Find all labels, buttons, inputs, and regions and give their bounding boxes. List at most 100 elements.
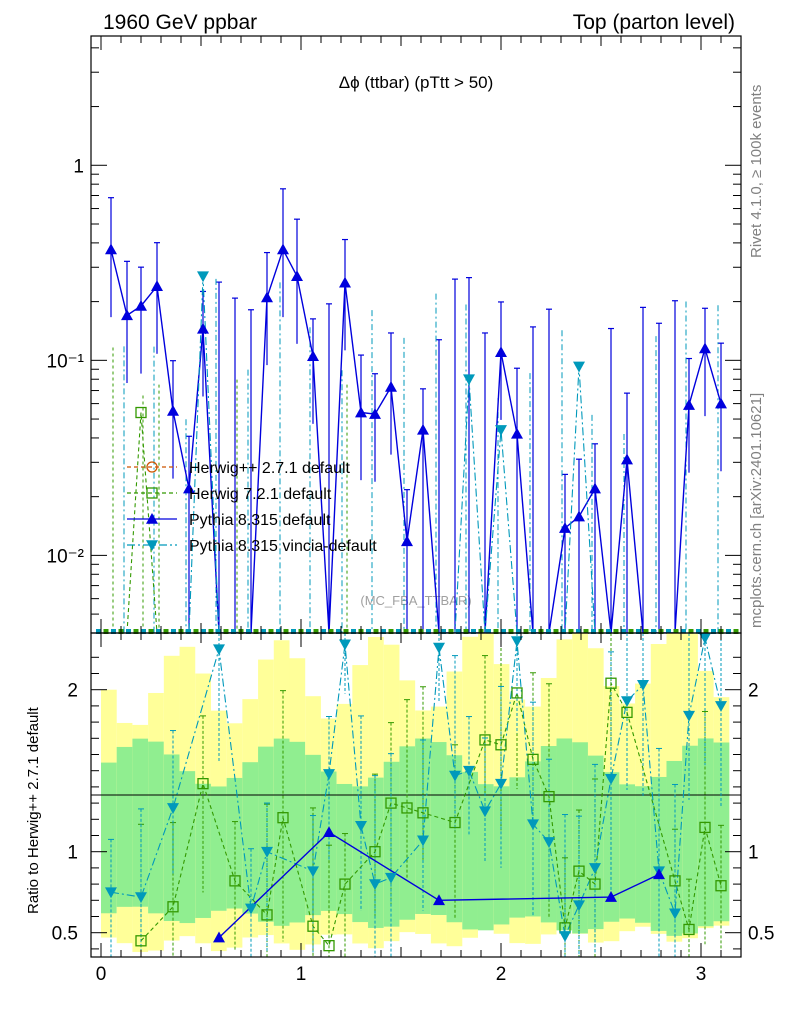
herwig7-ratio-marker [605,677,617,689]
herwig7-ratio-marker [307,920,319,932]
pythia-marker [559,522,571,533]
floor-marker [231,629,236,634]
pythia-marker [385,380,397,392]
pythia-marker [621,453,633,465]
pythia-marker [135,299,147,311]
floor-marker [148,629,154,634]
vincia-ratio-marker [307,866,319,878]
floor-marker [396,629,401,634]
pythia-ratio-marker [323,826,335,838]
floor-marker [373,629,379,634]
floor-marker [456,629,461,634]
herwig7-ratio-marker [589,878,601,890]
floor-marker [126,629,131,634]
vincia-ratio-marker [589,863,601,874]
ratio-band-green [383,761,400,927]
x-tick-label: 1 [296,964,307,985]
mcplots-label: mcplots.cern.ch [arXiv:2401.10621] [748,393,765,628]
header-right: Top (parton level) [573,11,735,34]
floor-marker [171,629,176,634]
vincia-ratio-marker [417,835,429,847]
ratio-band-green [462,771,478,930]
ratio-y-tick-label: 2 [748,681,759,702]
floor-marker [306,629,311,634]
floor-marker [313,629,319,634]
axes: 10⁻² 10⁻¹ 1 0 1 2 3 0.5 0.5 1 1 2 2 [47,36,774,985]
ratio-y-tick-label: 0.5 [748,924,774,945]
top-series-lines [110,247,722,633]
herwig7-ratio-marker [527,753,539,766]
vincia-ratio-marker [511,636,523,648]
herwig7-ratio-marker [385,797,397,809]
pythia-marker [511,427,523,439]
chart-title: Δϕ (ttbar) (pTtt > 50) [339,73,494,92]
legend-marker [146,513,158,524]
vincia-ratio-marker [559,931,571,942]
ratio-bands [101,633,730,952]
floor-marker [613,629,619,634]
floor-marker [568,629,574,634]
floor-marker [291,629,296,634]
herwig7-ratio-marker [449,816,461,829]
floor-marker [328,629,334,634]
floor-marker [268,629,274,634]
top-error-bars [108,188,724,633]
herwig7-ratio-marker [479,734,491,746]
legend-label: Herwig 7.2.1 default [189,486,332,503]
floor-marker [666,629,671,634]
vincia-ratio-line [110,637,722,938]
floor-marker [628,629,634,634]
floor-marker [343,629,349,634]
ratio-y-tick-label: 1 [748,843,759,864]
ratio-band-green [603,772,620,922]
pythia-marker [355,406,367,418]
ratio-y-tick-label: 2 [67,681,78,702]
ratio-band-green [289,741,306,923]
bottom-frame [90,632,742,958]
floor-marker [156,629,161,634]
header-left: 1960 GeV ppbar [103,11,257,34]
ratio-band-green [619,784,636,919]
pythia-marker [401,535,413,547]
floor-marker [561,629,566,634]
floor-marker [553,629,559,634]
pythia-marker [589,482,601,494]
floor-marker [133,629,139,634]
ratio-band-green [666,760,683,936]
pythia-ratio-marker [605,891,617,902]
pythia-marker [121,309,133,321]
vincia-ratio-marker [495,778,507,790]
pythia-marker [417,423,429,435]
vincia-marker [573,361,585,373]
vincia-ratio-marker [167,803,179,814]
ratio-band-green [635,786,651,923]
ratio-band-green [368,777,384,928]
vincia-ratio-marker [369,879,381,891]
floor-marker [366,629,371,634]
vincia-ratio-marker [621,696,633,708]
vincia-ratio-marker [385,872,397,884]
herwig7-ratio-marker [401,802,413,814]
legend-entry: Pythia 8.315 default [127,512,331,529]
floor-marker [321,629,326,634]
watermark: (MC_FBA_TTBAR) [360,593,471,608]
floor-marker [111,629,116,634]
floor-marker [523,629,529,634]
herwig7-ratio-marker [369,846,381,858]
pythia-marker [307,350,319,361]
herwig7-ratio-marker [167,901,179,913]
floor-marker [606,629,611,634]
floor-marker [141,629,146,634]
vincia-ratio-marker [433,642,445,654]
floor-marker [201,629,206,634]
pythia-marker [197,322,209,334]
vincia-marker [463,374,475,386]
floor-marker [388,629,394,634]
floor-marker [733,629,739,634]
ratio-band-green [446,755,463,923]
legend-label: Pythia 8.315 default [189,512,331,529]
pythia-ratio-marker [433,894,445,906]
ratio-band-green [399,746,416,920]
pythia-marker [715,397,727,409]
